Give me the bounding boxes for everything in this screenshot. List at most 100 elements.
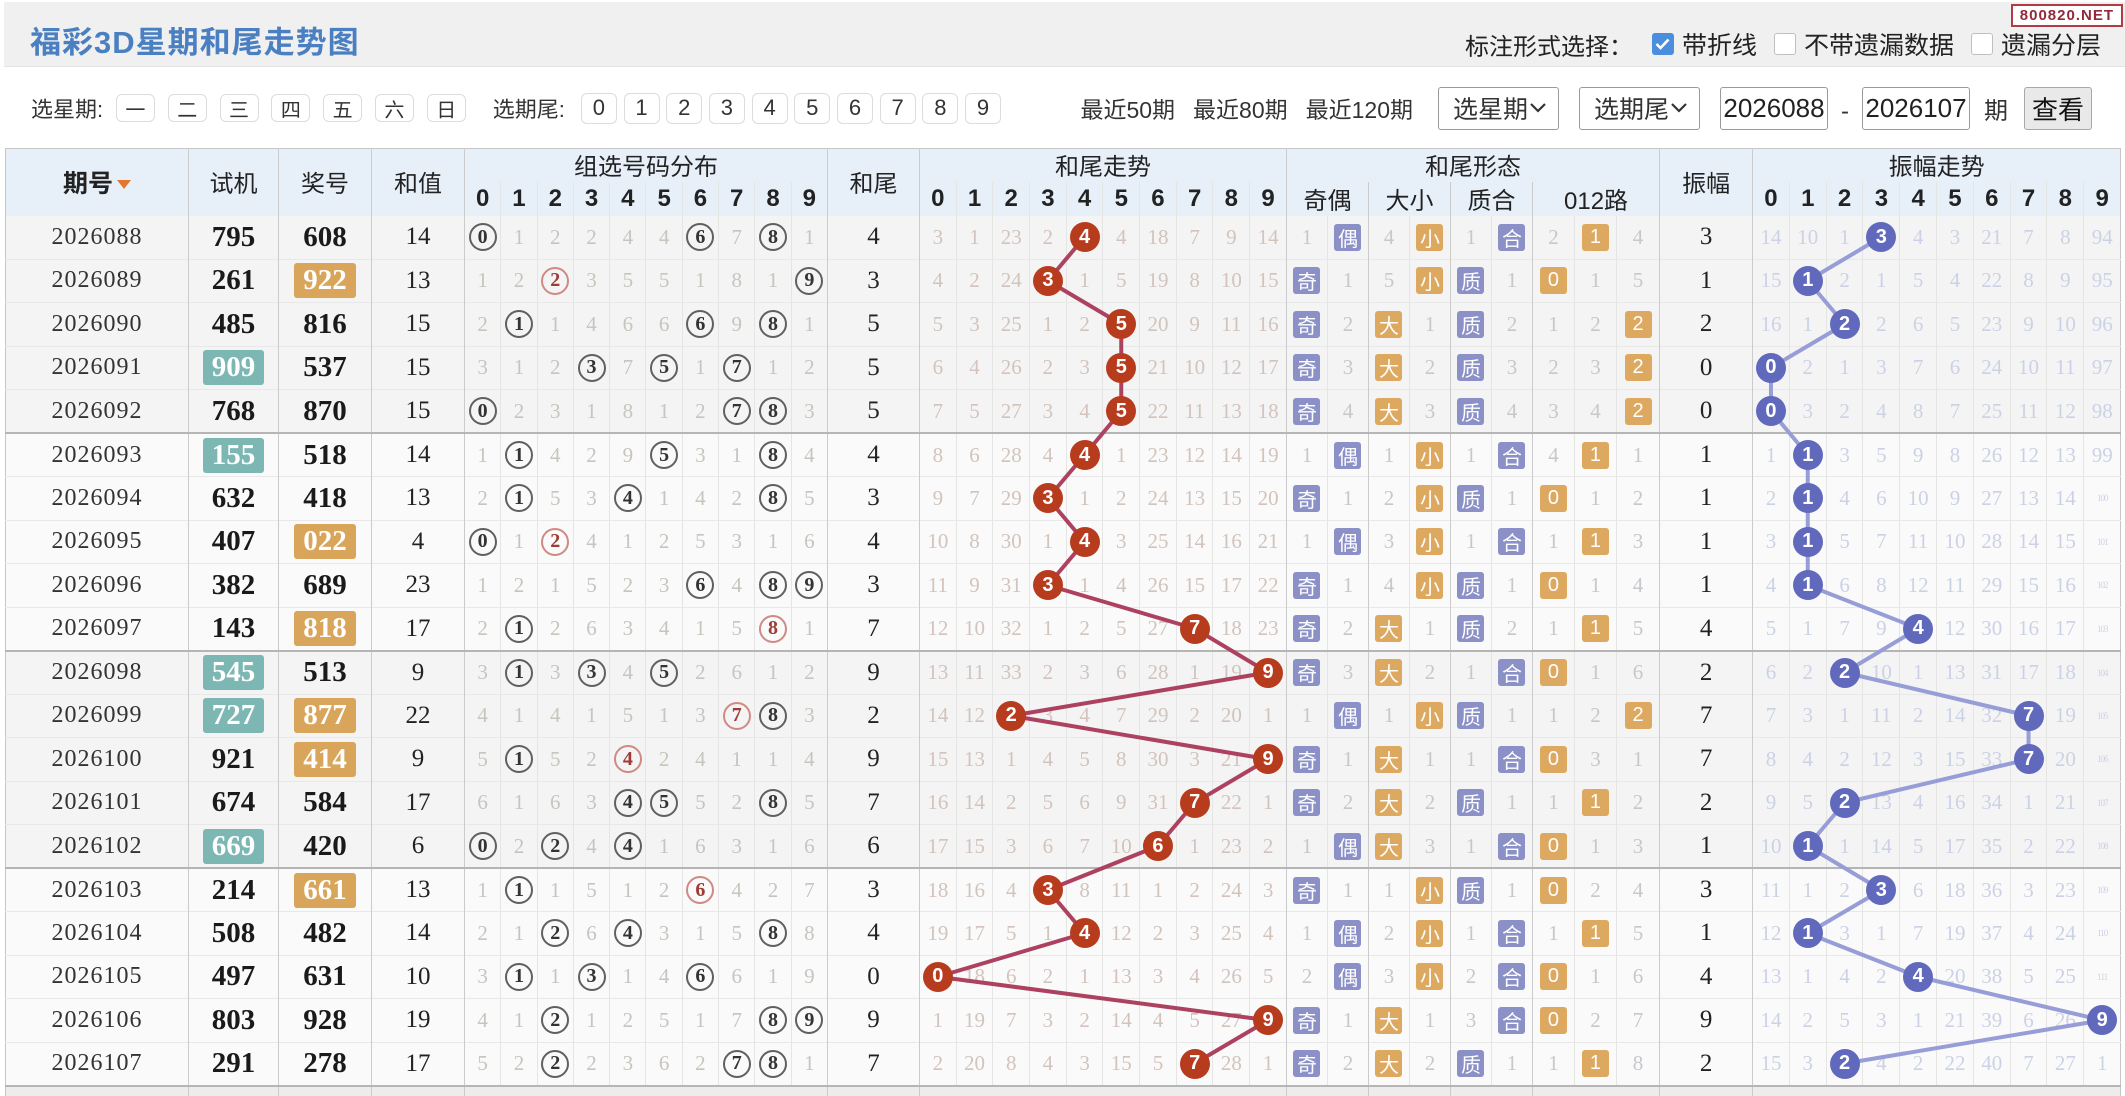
amp-trend-miss-cell: 4: [1788, 737, 1827, 781]
prime-comp-badge: 合: [1498, 659, 1526, 686]
big-small-hit-cell: 小: [1408, 868, 1451, 912]
checkbox-unchecked-icon[interactable]: [1970, 33, 1993, 55]
dist-digit-circle: 2: [541, 1006, 570, 1035]
big-small-badge: 小: [1416, 528, 1444, 556]
road-miss-cell: 1: [1531, 781, 1575, 825]
dist-miss-cell: 2: [645, 737, 683, 781]
dist-miss-cell: 7: [790, 868, 828, 912]
tail-option-9[interactable]: 9: [965, 92, 1001, 124]
week-option-6[interactable]: 六: [374, 94, 414, 123]
week-option-4[interactable]: 四: [271, 94, 311, 123]
amp-trend-hit-cell: 0: [1752, 389, 1790, 433]
amp-trend-hit-cell: 1: [1788, 259, 1827, 303]
issue-cell: 2026095: [51, 528, 143, 555]
week-option-7[interactable]: 日: [426, 94, 466, 123]
tail-option-2[interactable]: 2: [666, 92, 703, 124]
dist-digit-circle: 5: [650, 441, 679, 469]
checkbox-checked-icon[interactable]: [1651, 33, 1674, 55]
amp-trend-miss-cell: 6: [1899, 868, 1937, 912]
week-option-1[interactable]: 一: [115, 94, 155, 123]
tail-trend-miss-cell: 23: [1139, 433, 1177, 477]
tail-value-cell: 5: [826, 346, 920, 390]
sum-value-cell: 19: [371, 998, 465, 1042]
draw-row-2026105: 2026105 497 631 10 3 1 1 3 1 4 6 6 1 9 0 0 18 6 2 1 13 3 4 26 5 2…: [5, 955, 2121, 999]
tail-option-4[interactable]: 4: [751, 92, 788, 124]
tail-trend-miss-cell: 27: [1139, 607, 1177, 651]
big-small-hit-cell: 小: [1408, 563, 1451, 607]
annotation-option-1[interactable]: 带折线: [1651, 26, 1757, 62]
week-option-3[interactable]: 三: [219, 94, 259, 123]
issue-cell: 2026089: [51, 267, 143, 294]
week-select[interactable]: 选星期: [1438, 86, 1559, 130]
tail-select[interactable]: 选期尾: [1579, 86, 1700, 130]
tail-value-cell: 4: [826, 520, 920, 564]
big-small-miss-cell: 2: [1367, 911, 1410, 955]
amp-trend-miss-cell: 3: [1862, 346, 1900, 390]
prime-comp-badge: 合: [1498, 441, 1526, 469]
recent-link-2[interactable]: 最近80期: [1193, 91, 1288, 125]
odd-even-badge: 奇: [1293, 484, 1321, 512]
tail-option-8[interactable]: 8: [922, 92, 959, 124]
tail-value-cell: 3: [826, 868, 920, 912]
annotation-option-3[interactable]: 遗漏分层: [1970, 26, 2101, 62]
tail-option-6[interactable]: 6: [836, 92, 873, 124]
road-badge: 1: [1581, 528, 1609, 556]
prime-comp-miss-cell: 1: [1490, 259, 1533, 303]
road-miss-cell: 3: [1531, 389, 1575, 433]
tail-trend-miss-cell: 4: [1249, 911, 1287, 955]
odd-even-hit-cell: 奇: [1285, 302, 1328, 346]
dist-digit-hit-cell: 5: [645, 781, 683, 825]
road-hit-cell: 0: [1531, 868, 1575, 912]
tail-trend-miss-cell: 3: [955, 302, 993, 346]
dist-digit-circle: 2: [541, 527, 570, 556]
big-small-hit-cell: 大: [1367, 781, 1410, 825]
road-miss-cell: 4: [1573, 389, 1617, 433]
tail-trend-miss-cell: 23: [1249, 607, 1287, 651]
tail-value-cell: 4: [826, 911, 920, 955]
dist-miss-cell: 2: [500, 259, 538, 303]
recent-link-1[interactable]: 最近50期: [1080, 91, 1176, 125]
amp-trend-miss-cell: 13: [1862, 781, 1900, 825]
dist-digit-hit-cell: 4: [609, 737, 646, 781]
tail-trend-miss-cell: 20: [1249, 476, 1287, 520]
dist-digit-circle: 3: [577, 962, 606, 991]
dist-digit-circle: 1: [504, 745, 533, 774]
tail-trend-miss-cell: 8: [1175, 259, 1213, 303]
odd-even-badge: 奇: [1293, 615, 1321, 642]
amp-trend-hit-cell: 7: [2009, 737, 2047, 781]
column-header-road: 012路: [1531, 181, 1660, 216]
road-miss-cell: 4: [1531, 433, 1575, 477]
road-miss-cell: 1: [1531, 520, 1575, 564]
tail-option-0[interactable]: 0: [580, 92, 617, 124]
prime-comp-badge: 质: [1457, 310, 1485, 338]
week-option-2[interactable]: 二: [167, 94, 207, 123]
stats-cell: [1285, 1085, 1369, 1096]
dist-digit-hit-cell: 2: [536, 911, 574, 955]
tail-trend-hit-circle: 7: [1179, 1048, 1210, 1079]
dist-digit-circle: 9: [795, 266, 824, 295]
amp-trend-miss-cell: 14: [1752, 215, 1790, 259]
amp-trend-miss-cell: 3: [1936, 215, 1974, 259]
tail-trend-miss-cell: 5: [1065, 737, 1103, 781]
tail-value-cell: 7: [826, 1042, 920, 1086]
tail-option-5[interactable]: 5: [794, 92, 831, 124]
tail-option-3[interactable]: 3: [708, 92, 745, 124]
issue-cell: 2026100: [51, 745, 143, 772]
dist-digit-hit-cell: 4: [609, 824, 646, 868]
amp-trend-miss-cell: 5: [1752, 607, 1790, 651]
week-option-5[interactable]: 五: [323, 94, 363, 123]
checkbox-unchecked-icon[interactable]: [1773, 33, 1796, 55]
dist-digit-hit-cell: 8: [754, 476, 792, 520]
amp-trend-miss-cell: 97: [2083, 346, 2121, 390]
odd-even-badge: 奇: [1293, 745, 1321, 773]
view-button[interactable]: 查看: [2024, 86, 2092, 130]
annotation-option-2[interactable]: 不带遗漏数据: [1773, 26, 1954, 62]
column-header-issue[interactable]: 期号: [5, 148, 189, 216]
tail-option-7[interactable]: 7: [879, 92, 916, 124]
recent-link-3[interactable]: 最近120期: [1305, 91, 1413, 125]
dist-digit-hit-cell: 8: [754, 302, 792, 346]
tail-option-1[interactable]: 1: [623, 92, 660, 124]
win-number-cell: 631: [278, 955, 372, 999]
range-end-input[interactable]: [1862, 86, 1970, 130]
range-start-input[interactable]: [1720, 86, 1828, 130]
